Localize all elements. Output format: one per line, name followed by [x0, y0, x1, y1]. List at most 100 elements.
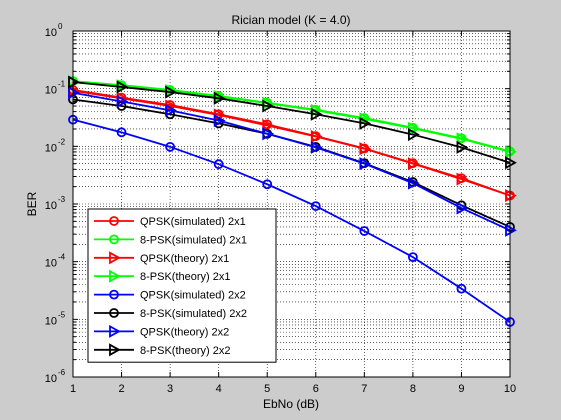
y-tick-label: 10-4 [45, 253, 66, 270]
y-tick-exponent: -5 [58, 310, 66, 319]
data-point [310, 129, 323, 144]
y-tick-exponent: -6 [58, 368, 66, 377]
data-point [456, 283, 467, 294]
x-tick-label: 9 [458, 383, 464, 395]
y-tick-base: 10 [45, 27, 57, 39]
data-point [262, 118, 275, 133]
x-tick-label: 4 [216, 383, 222, 395]
legend-box [87, 208, 277, 363]
data-point [456, 172, 469, 186]
y-tick-exponent: -3 [58, 195, 66, 204]
data-point [359, 157, 372, 171]
y-tick-base: 10 [45, 85, 57, 97]
data-point [310, 201, 321, 211]
chart-title: Rician model (K = 4.0) [231, 13, 350, 27]
series-line [72, 81, 511, 164]
legend-marker [109, 269, 121, 283]
y-tick-exponent: 0 [58, 22, 63, 31]
legend-marker [109, 324, 121, 338]
y-axis-label: BER [25, 191, 39, 216]
data-point [407, 121, 420, 135]
y-tick-base: 10 [45, 142, 57, 154]
series-line [72, 80, 511, 153]
data-point [359, 116, 372, 130]
data-point [213, 114, 226, 128]
data-point [407, 176, 420, 190]
data-point [359, 142, 372, 156]
x-tick-label: 8 [410, 383, 416, 395]
data-point [359, 226, 370, 236]
legend-label: 8-PSK(theory) 2x2 [140, 345, 230, 357]
y-tick-base: 10 [45, 315, 57, 327]
data-point [456, 201, 469, 215]
data-point [116, 127, 127, 138]
y-tick-label: 10-5 [45, 310, 66, 327]
legend-label: 8-PSK(simulated) 2x2 [140, 308, 247, 320]
y-tick-label: 100 [45, 22, 63, 39]
data-point [165, 103, 177, 117]
y-tick-base: 10 [45, 200, 57, 212]
data-point [310, 107, 323, 121]
legend-entry: 8-PSK(simulated) 2x1 [94, 234, 247, 246]
y-tick-base: 10 [45, 373, 57, 385]
data-point [456, 132, 469, 146]
data-point [165, 141, 176, 152]
legend-marker [109, 234, 119, 245]
y-tick-exponent: -4 [58, 253, 66, 262]
legend-marker [109, 251, 121, 265]
legend-entry: QPSK(simulated) 2x1 [94, 216, 246, 228]
x-tick-label: 10 [504, 383, 516, 395]
x-tick-label: 2 [118, 383, 124, 395]
y-tick-label: 10-2 [45, 137, 66, 154]
legend-entry: QPSK(simulated) 2x2 [94, 290, 246, 302]
legend: QPSK(simulated) 2x1 8-PSK(simulated) 2x1 Q… [87, 208, 277, 363]
plot-frame [72, 30, 511, 378]
series-line [72, 91, 511, 232]
legend-label: QPSK(simulated) 2x2 [140, 290, 246, 302]
series-line [72, 118, 511, 323]
data-point [407, 128, 420, 142]
legend-marker [109, 289, 119, 300]
x-tick-label: 6 [313, 383, 319, 395]
legend-marker [109, 216, 119, 226]
data-point [116, 80, 129, 94]
data-point [310, 140, 323, 154]
legend-entry: QPSK(theory) 2x2 [94, 324, 229, 338]
legend-label: 8-PSK(simulated) 2x1 [140, 234, 247, 246]
legend-label: QPSK(simulated) 2x1 [140, 216, 246, 228]
data-point [213, 91, 226, 105]
data-point [213, 159, 224, 170]
legend-entry: 8-PSK(theory) 2x2 [94, 343, 230, 357]
data-point [456, 140, 469, 154]
data-point [262, 99, 275, 113]
y-tick-exponent: -2 [58, 137, 66, 146]
legend-entry: QPSK(theory) 2x1 [94, 251, 229, 265]
series-line [72, 89, 511, 197]
x-tick-labels: 1 2 3 4 5 6 7 8 9 10 [70, 383, 516, 395]
x-tick-label: 3 [167, 383, 173, 395]
y-tick-base: 10 [45, 258, 57, 270]
legend-entry: 8-PSK(simulated) 2x2 [94, 308, 247, 320]
data-point [407, 252, 418, 263]
legend-label: QPSK(theory) 2x2 [140, 326, 229, 338]
data-point [407, 157, 420, 171]
data-point [262, 127, 275, 141]
legend-marker [109, 308, 119, 318]
legend-label: 8-PSK(theory) 2x1 [140, 271, 230, 283]
x-tick-label: 1 [70, 383, 76, 395]
series-group [68, 86, 517, 237]
data-point [262, 179, 273, 190]
legend-entry: 8-PSK(theory) 2x1 [94, 269, 230, 283]
x-tick-label: 5 [264, 383, 270, 395]
data-point [165, 85, 177, 99]
y-tick-exponent: -1 [58, 80, 66, 89]
legend-label: QPSK(theory) 2x1 [140, 253, 229, 265]
data-point [116, 94, 129, 108]
x-tick-label: 7 [361, 383, 367, 395]
x-axis-label: EbNo (dB) [263, 397, 319, 411]
y-tick-label: 10-6 [45, 368, 66, 385]
legend-marker [109, 343, 121, 357]
y-tick-label: 10-1 [45, 80, 66, 97]
